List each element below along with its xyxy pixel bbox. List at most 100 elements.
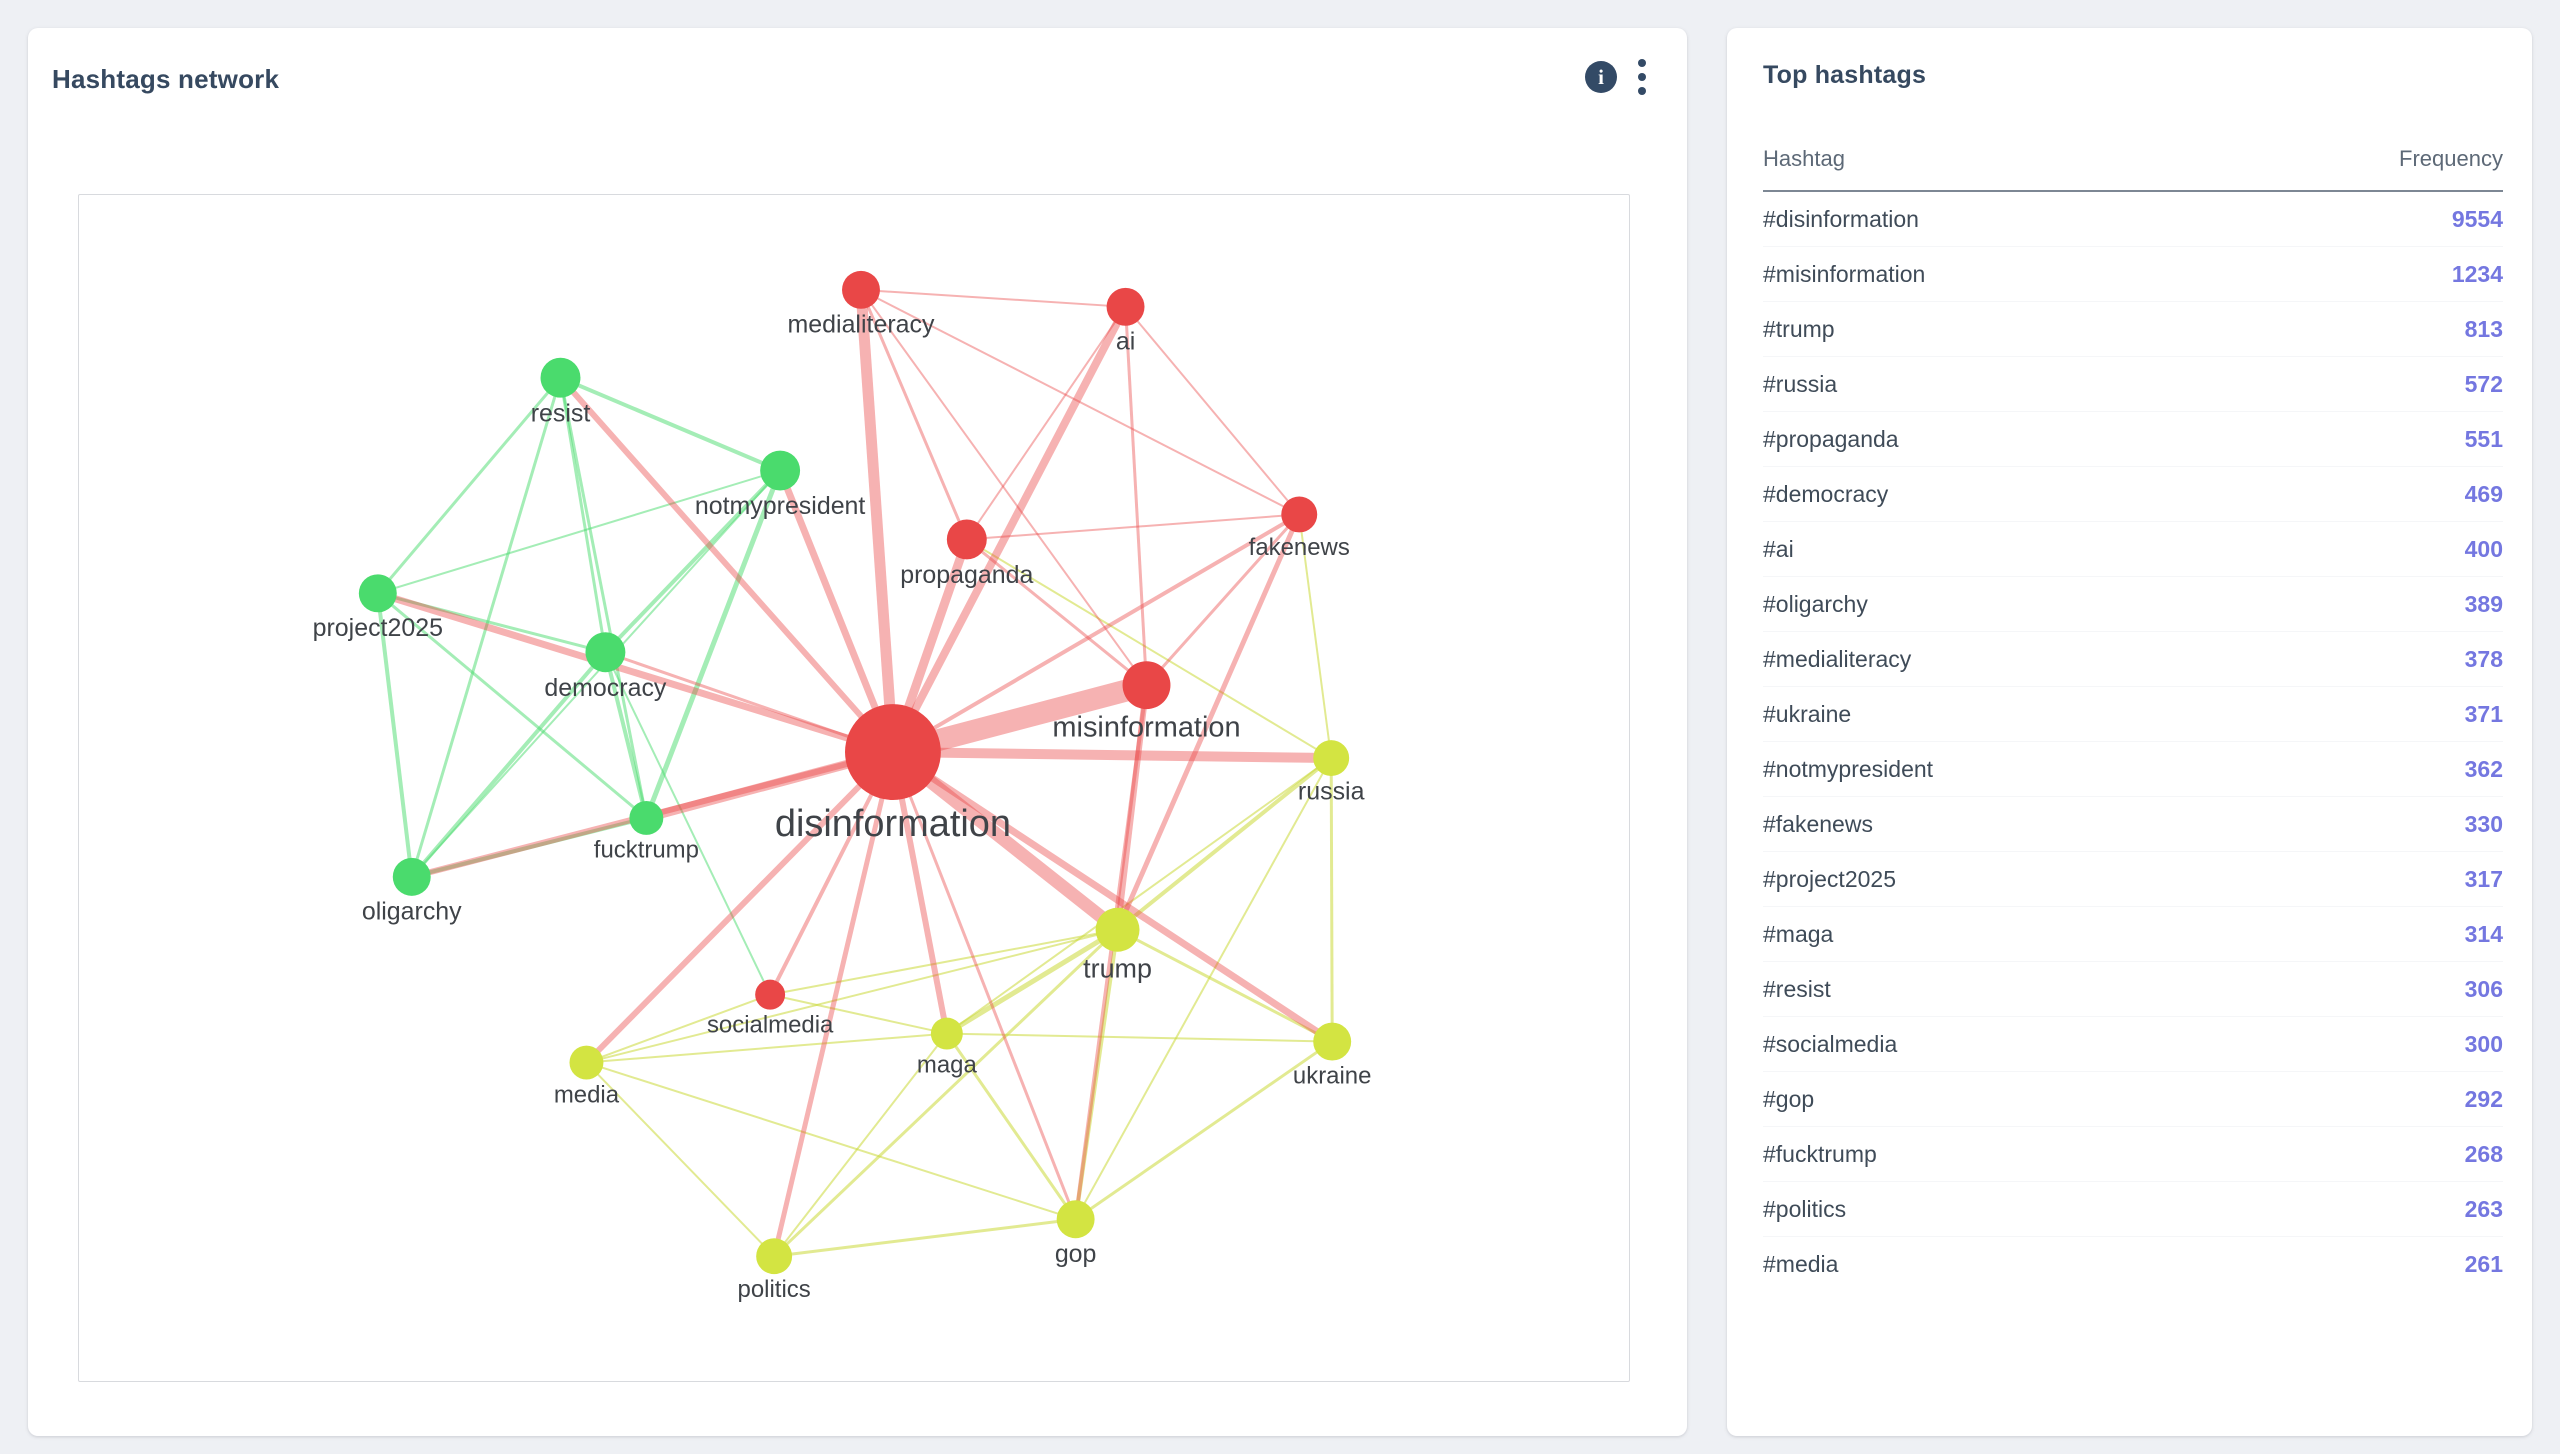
frequency-cell: 378 — [2464, 645, 2503, 672]
frequency-cell: 263 — [2464, 1195, 2503, 1222]
table-row: #trump 813 — [1763, 302, 2503, 357]
edge-socialmedia-maga — [769, 993, 948, 1035]
hashtag-cell: #fakenews — [1763, 810, 1873, 837]
frequency-cell: 400 — [2464, 535, 2503, 562]
frequency-cell: 292 — [2464, 1085, 2503, 1112]
top-hashtags-panel: Top hashtags Hashtag Frequency #disinfor… — [1727, 28, 2532, 1436]
hashtag-cell: #media — [1763, 1250, 1839, 1277]
node-label-ukraine: ukraine — [1293, 1062, 1372, 1089]
node-disinformation[interactable] — [845, 704, 941, 800]
node-russia[interactable] — [1313, 740, 1350, 777]
node-medialiteracy[interactable] — [842, 270, 880, 309]
table-row: #politics 263 — [1763, 1182, 2503, 1237]
frequency-cell: 317 — [2464, 865, 2503, 892]
node-propaganda[interactable] — [946, 519, 987, 560]
edge-democracy-socialmedia — [604, 651, 772, 996]
node-oligarchy[interactable] — [392, 857, 431, 896]
edge-russia-propaganda — [966, 538, 1332, 759]
node-misinformation[interactable] — [1122, 661, 1171, 710]
node-resist[interactable] — [540, 357, 581, 398]
top-hashtags-title: Top hashtags — [1763, 61, 1927, 89]
edge-maga-ukraine — [946, 1032, 1333, 1043]
node-label-politics: politics — [738, 1276, 811, 1303]
node-label-fakenews: fakenews — [1249, 534, 1350, 561]
table-row: #russia 572 — [1763, 357, 2503, 412]
node-project2025[interactable] — [358, 574, 397, 613]
frequency-cell: 371 — [2464, 700, 2503, 727]
node-label-russia: russia — [1298, 778, 1365, 806]
column-header-hashtag: Hashtag — [1763, 146, 1845, 171]
panel-menu-button[interactable] — [1625, 59, 1659, 95]
edge-misinformation-fakenews — [1145, 513, 1301, 687]
node-fucktrump[interactable] — [629, 800, 664, 835]
edge-project2025-fucktrump — [376, 592, 648, 820]
node-ai[interactable] — [1106, 287, 1145, 326]
edge-russia-maga — [946, 757, 1332, 1035]
hashtag-cell: #democracy — [1763, 480, 1889, 507]
edge-project2025-oligarchy — [375, 593, 414, 878]
edge-trump-politics — [773, 928, 1119, 1258]
frequency-cell: 306 — [2464, 975, 2503, 1002]
edge-russia-ukraine — [1329, 758, 1334, 1042]
edge-notmypresident-fucktrump — [644, 469, 783, 819]
edge-democracy-oligarchy — [410, 650, 607, 879]
edge-politics-media — [585, 1061, 775, 1257]
table-row: #ukraine 371 — [1763, 687, 2503, 742]
node-label-oligarchy: oligarchy — [362, 898, 462, 926]
edge-oligarchy-fucktrump — [411, 816, 647, 879]
node-label-ai: ai — [1116, 327, 1135, 355]
frequency-cell: 469 — [2464, 480, 2503, 507]
hashtag-cell: #trump — [1763, 315, 1835, 342]
node-trump[interactable] — [1095, 907, 1140, 952]
hashtag-cell: #resist — [1763, 975, 1831, 1002]
table-row: #ai 400 — [1763, 522, 2503, 577]
hashtag-cell: #misinformation — [1763, 260, 1926, 287]
edge-resist-notmypresident — [559, 375, 781, 473]
node-fakenews[interactable] — [1281, 496, 1318, 533]
edge-russia-fakenews — [1298, 514, 1333, 759]
node-label-disinformation: disinformation — [775, 803, 1011, 845]
edge-gop-politics — [773, 1217, 1076, 1258]
network-plot-area[interactable]: disinformation misinformation medialiterac… — [78, 194, 1630, 1382]
frequency-cell: 1234 — [2451, 260, 2503, 287]
frequency-cell: 572 — [2464, 370, 2503, 397]
edge-misinformation-gop — [1073, 684, 1149, 1220]
node-label-propaganda: propaganda — [900, 561, 1033, 589]
table-row: #gop 292 — [1763, 1072, 2503, 1127]
kebab-menu-icon — [1638, 59, 1646, 95]
edge-notmypresident-oligarchy — [411, 469, 781, 878]
node-label-project2025: project2025 — [313, 614, 443, 642]
node-ukraine[interactable] — [1313, 1022, 1352, 1061]
hashtags-network-panel: Hashtags network i disinformation misinfo… — [28, 28, 1687, 1436]
edge-gop-media — [586, 1061, 1076, 1221]
network-panel-title: Hashtags network — [52, 64, 280, 94]
node-socialmedia[interactable] — [755, 979, 786, 1010]
node-gop[interactable] — [1056, 1200, 1095, 1239]
hashtag-cell: #maga — [1763, 920, 1834, 947]
hashtag-cell: #gop — [1763, 1085, 1815, 1112]
edge-disinformation-politics — [771, 751, 896, 1257]
edge-notmypresident-project2025 — [377, 469, 781, 595]
node-media[interactable] — [569, 1045, 604, 1080]
edge-trump-ukraine — [1116, 928, 1333, 1043]
node-maga[interactable] — [930, 1017, 963, 1050]
edge-ai-medialiteracy — [860, 288, 1126, 308]
node-democracy[interactable] — [585, 632, 626, 673]
node-label-maga: maga — [917, 1051, 978, 1078]
edge-socialmedia-media — [586, 993, 771, 1064]
table-row: #misinformation 1234 — [1763, 247, 2503, 302]
node-label-democracy: democracy — [544, 674, 666, 702]
edge-misinformation-medialiteracy — [860, 289, 1148, 686]
node-politics[interactable] — [756, 1238, 793, 1275]
node-notmypresident[interactable] — [760, 450, 801, 491]
hashtag-cell: #russia — [1763, 370, 1838, 397]
hashtag-cell: #ai — [1763, 535, 1794, 562]
edge-disinformation-notmypresident — [776, 469, 897, 754]
info-button[interactable]: i — [1584, 60, 1618, 94]
top-hashtags-table: Hashtag Frequency #disinformation 9554 #mi… — [1763, 146, 2503, 1291]
hashtag-cell: #propaganda — [1763, 425, 1899, 452]
node-label-socialmedia: socialmedia — [707, 1011, 834, 1038]
table-row: #disinformation 9554 — [1763, 192, 2503, 247]
edge-trump-media — [586, 928, 1118, 1064]
frequency-cell: 389 — [2464, 590, 2503, 617]
